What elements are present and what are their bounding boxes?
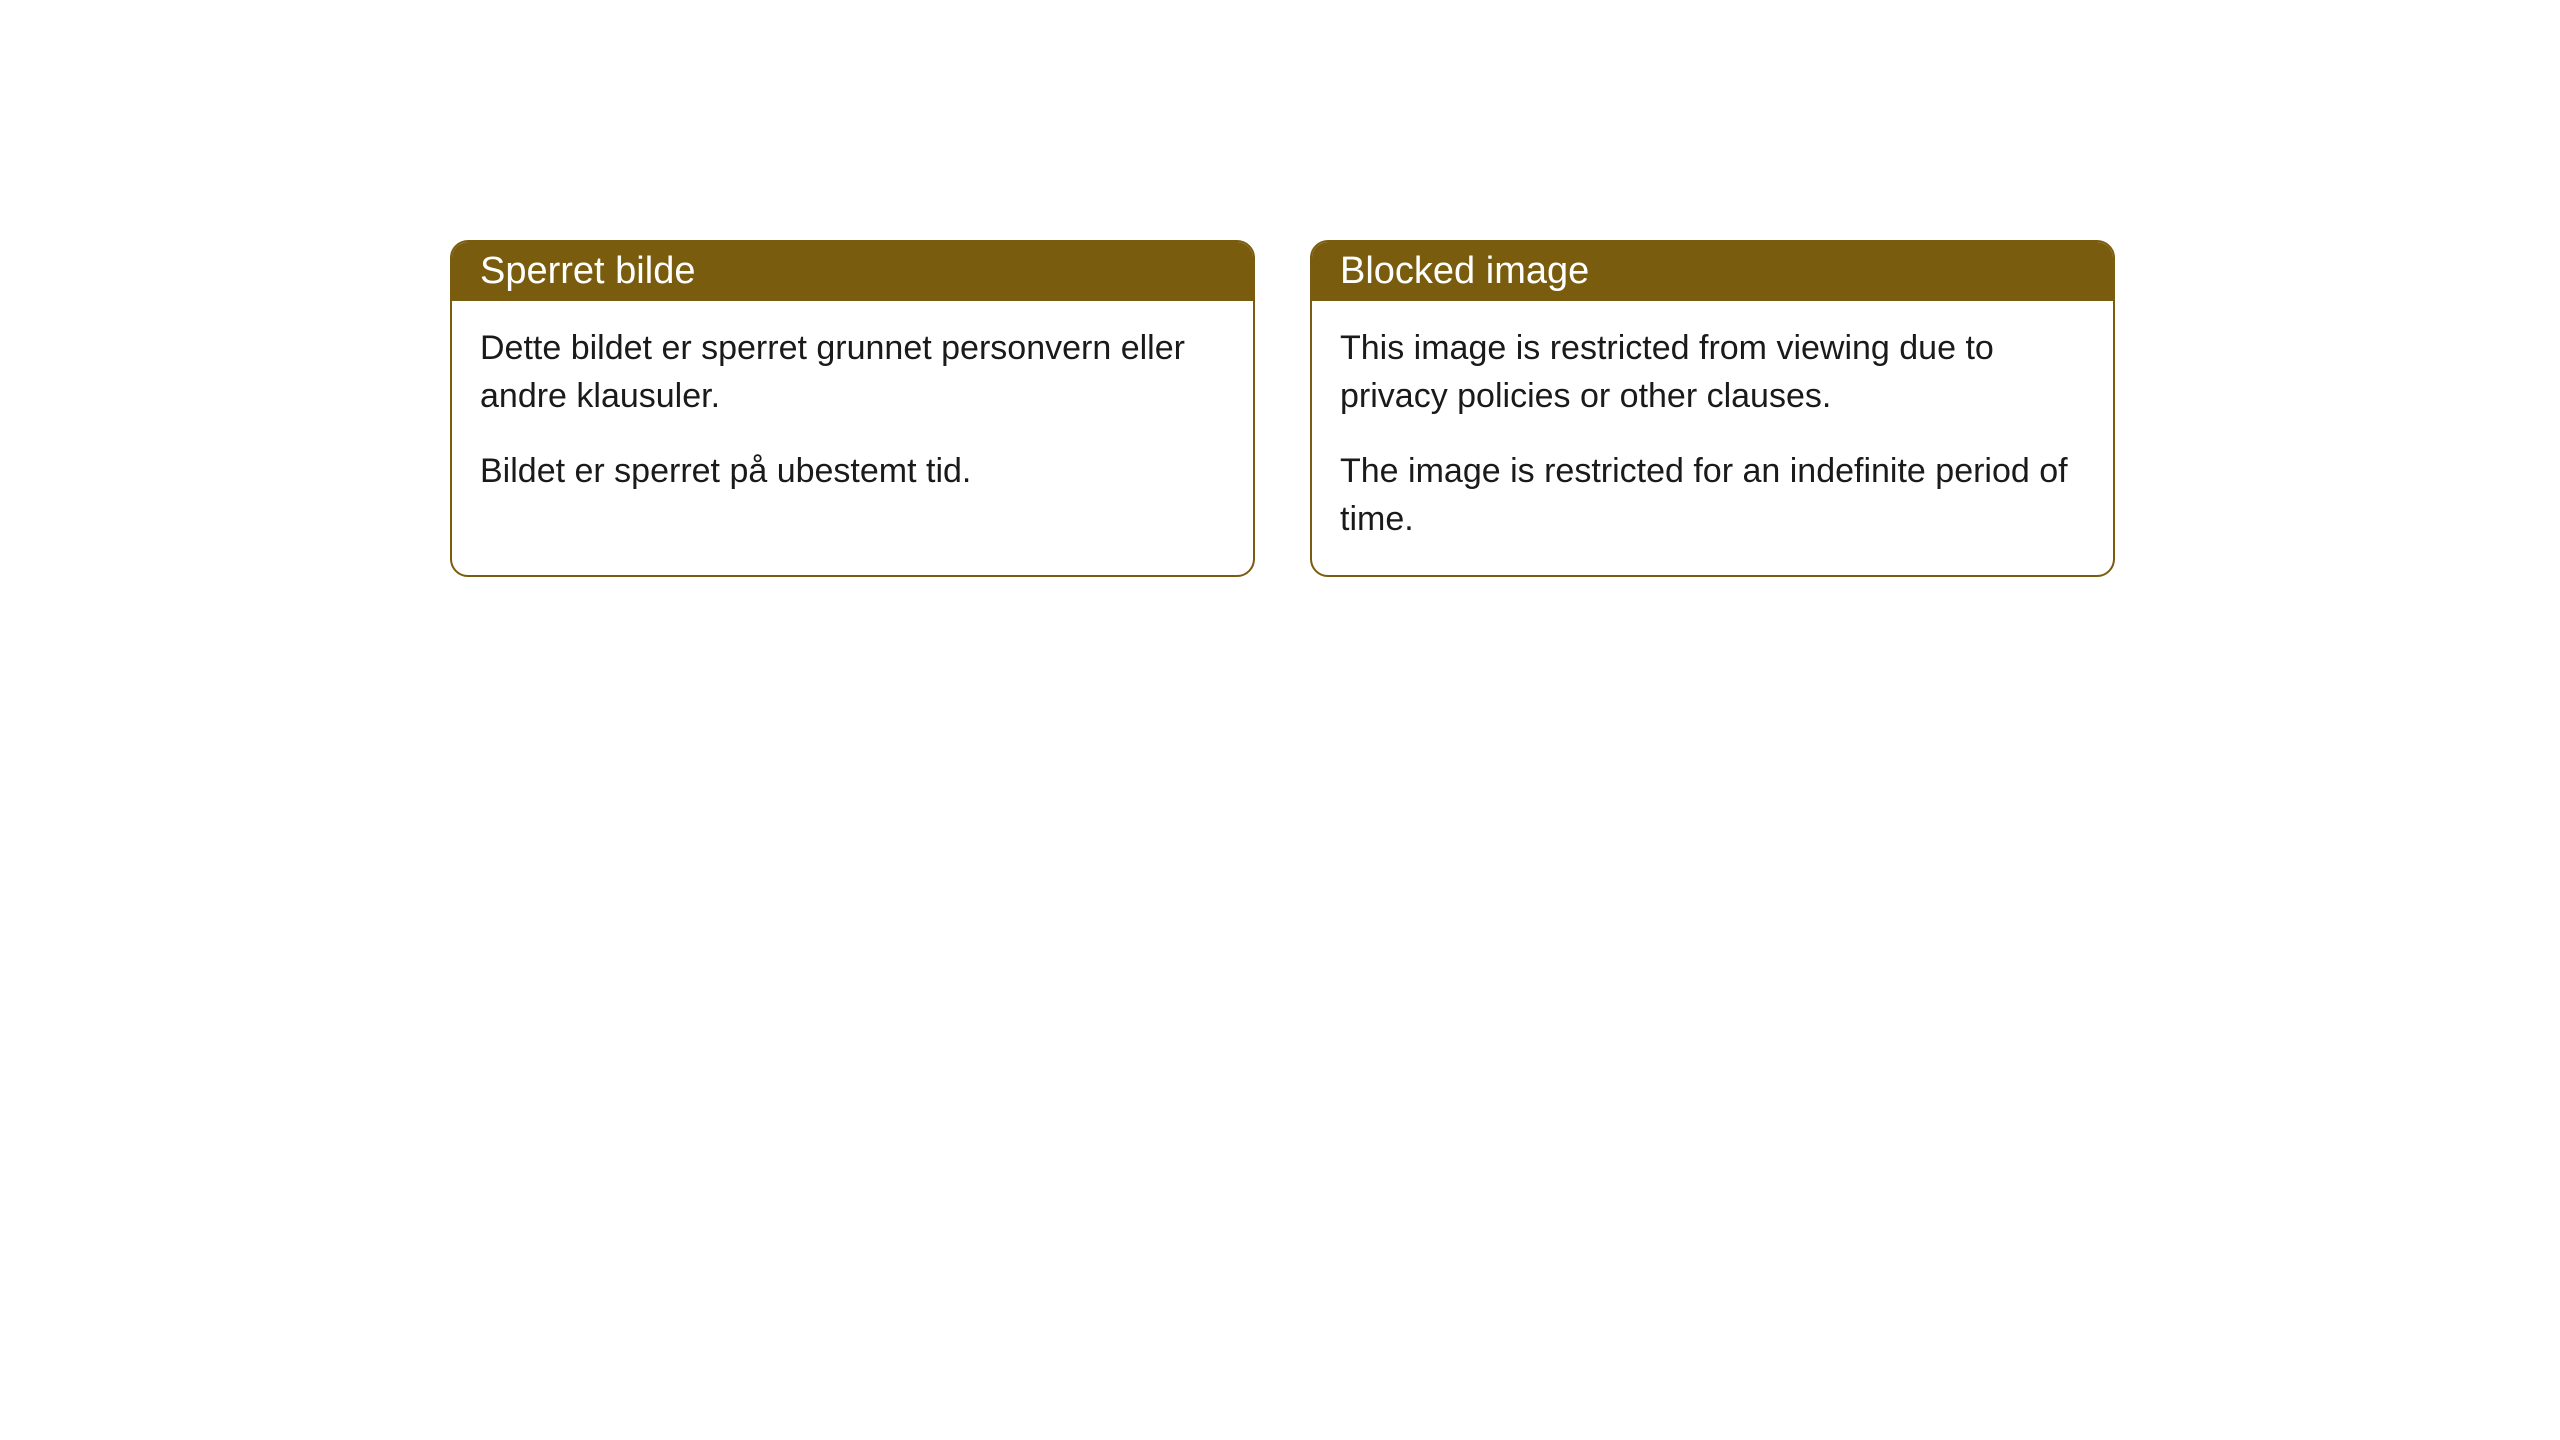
card-norwegian: Sperret bilde Dette bildet er sperret gr… xyxy=(450,240,1255,577)
card-paragraph: Dette bildet er sperret grunnet personve… xyxy=(480,325,1225,420)
card-title: Blocked image xyxy=(1340,250,1589,292)
card-body-english: This image is restricted from viewing du… xyxy=(1312,301,2113,575)
card-english: Blocked image This image is restricted f… xyxy=(1310,240,2115,577)
card-paragraph: This image is restricted from viewing du… xyxy=(1340,325,2085,420)
card-header-english: Blocked image xyxy=(1312,242,2113,301)
cards-container: Sperret bilde Dette bildet er sperret gr… xyxy=(450,240,2115,577)
card-paragraph: The image is restricted for an indefinit… xyxy=(1340,448,2085,543)
card-body-norwegian: Dette bildet er sperret grunnet personve… xyxy=(452,301,1253,528)
card-header-norwegian: Sperret bilde xyxy=(452,242,1253,301)
card-paragraph: Bildet er sperret på ubestemt tid. xyxy=(480,448,1225,496)
card-title: Sperret bilde xyxy=(480,250,695,292)
